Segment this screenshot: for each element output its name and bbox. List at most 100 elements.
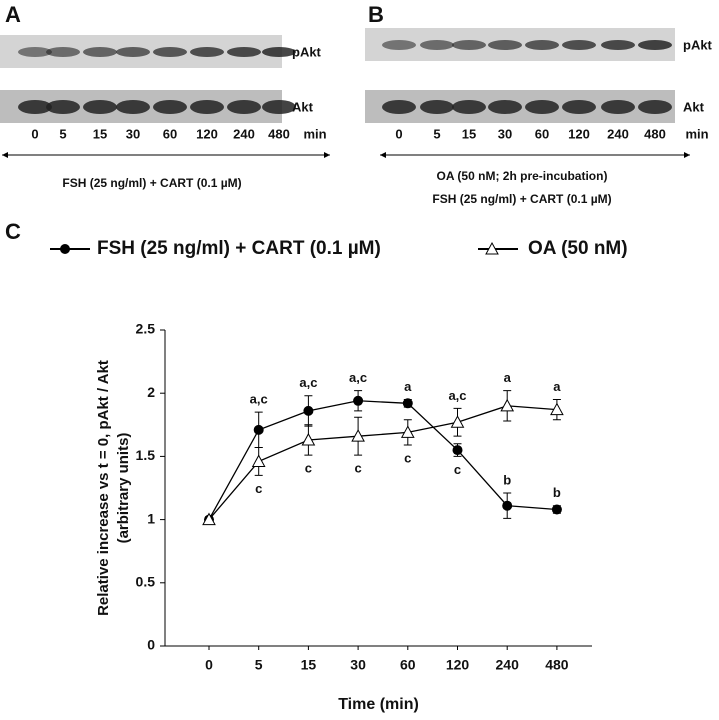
y-tick-label: 0 xyxy=(147,637,155,653)
panel-caption: FSH (25 ng/ml) + CART (0.1 µM) xyxy=(62,176,241,190)
blot-band xyxy=(46,100,80,114)
significance-label: a xyxy=(553,379,561,394)
marker xyxy=(202,512,216,526)
time-label: 60 xyxy=(535,126,549,141)
blot-band xyxy=(190,47,224,57)
panel-caption: FSH (25 ng/ml) + CART (0.1 µM) xyxy=(432,192,611,206)
y-tick-label: 0.5 xyxy=(136,574,156,590)
x-axis-title: Time (min) xyxy=(338,696,419,713)
marker xyxy=(253,424,264,435)
time-label: 5 xyxy=(433,126,440,141)
time-label: 30 xyxy=(126,126,140,141)
blot-band xyxy=(227,47,261,57)
time-label: 240 xyxy=(607,126,629,141)
marker xyxy=(303,405,314,416)
time-label: 480 xyxy=(644,126,666,141)
time-label: 120 xyxy=(568,126,590,141)
significance-label: a,c xyxy=(299,375,317,390)
time-label: 15 xyxy=(462,126,476,141)
legend-label: OA (50 nM) xyxy=(528,238,628,259)
time-label: 480 xyxy=(268,126,290,141)
panel-caption: OA (50 nM; 2h pre-incubation) xyxy=(437,169,608,183)
blot-band xyxy=(562,100,596,114)
time-unit: min xyxy=(685,126,708,141)
blot-band xyxy=(46,47,80,57)
legend-marker xyxy=(485,241,499,255)
y-tick-label: 1 xyxy=(147,510,155,526)
blot-band xyxy=(190,100,224,114)
blot-band xyxy=(262,100,296,114)
panel-letter: A xyxy=(5,2,21,27)
significance-label: a xyxy=(504,370,512,385)
marker xyxy=(551,504,562,515)
significance-label: a,c xyxy=(448,388,466,403)
blot-band xyxy=(420,40,454,50)
blot-band xyxy=(83,47,117,57)
y-tick-label: 2.5 xyxy=(136,321,156,337)
blot-band xyxy=(452,100,486,114)
time-label: 240 xyxy=(233,126,255,141)
series-line xyxy=(208,400,557,520)
significance-label: b xyxy=(553,485,561,500)
significance-label: b xyxy=(503,472,511,487)
blot-band xyxy=(83,100,117,114)
blot-band xyxy=(18,100,52,114)
marker xyxy=(500,398,515,412)
blot-band xyxy=(638,40,672,50)
blot-band xyxy=(488,100,522,114)
time-label: 0 xyxy=(395,126,402,141)
marker xyxy=(353,395,364,406)
x-tick-label: 30 xyxy=(350,657,366,673)
marker xyxy=(450,415,465,428)
blot-band xyxy=(262,47,296,57)
x-tick-label: 480 xyxy=(545,657,569,673)
significance-label: c xyxy=(354,461,361,476)
time-label: 0 xyxy=(31,126,38,141)
x-tick-label: 5 xyxy=(255,657,263,673)
legend-marker xyxy=(60,244,70,254)
blot-band xyxy=(420,100,454,114)
blot-band xyxy=(18,47,52,57)
legend-label: FSH (25 ng/ml) + CART (0.1 µM) xyxy=(97,238,381,259)
y-axis-title: Relative increase vs t = 0, pAkt / Akt xyxy=(95,360,112,616)
blot-band xyxy=(638,100,672,114)
blot-band xyxy=(525,100,559,114)
marker xyxy=(351,429,365,442)
significance-label: c xyxy=(454,462,461,477)
x-tick-label: 0 xyxy=(205,657,213,673)
significance-label: a,c xyxy=(250,392,268,407)
significance-label: a xyxy=(404,379,412,394)
blot-band xyxy=(488,40,522,50)
panel-letter: B xyxy=(368,2,384,27)
blot-label: pAkt xyxy=(292,44,322,59)
blot-band xyxy=(452,40,486,50)
marker xyxy=(301,432,316,446)
series: c c c c a,c a a xyxy=(202,370,564,526)
x-tick-label: 240 xyxy=(496,657,520,673)
blot-band xyxy=(601,40,635,50)
time-unit: min xyxy=(303,126,326,141)
marker xyxy=(502,500,513,511)
blot-band xyxy=(525,40,559,50)
legend-item: FSH (25 ng/ml) + CART (0.1 µM) xyxy=(50,238,381,259)
blot-band xyxy=(601,100,635,114)
time-label: 30 xyxy=(498,126,512,141)
blot-label: Akt xyxy=(683,99,705,114)
blot-label: pAkt xyxy=(683,37,713,52)
time-label: 15 xyxy=(93,126,107,141)
series: a,c a,c a,c a c b b xyxy=(204,370,562,525)
time-label: 60 xyxy=(163,126,177,141)
y-tick-label: 2 xyxy=(147,384,155,400)
time-label: 120 xyxy=(196,126,218,141)
blot-band xyxy=(153,47,187,57)
legend-item: OA (50 nM) xyxy=(478,238,628,259)
blot-band xyxy=(382,40,416,50)
significance-label: c xyxy=(404,450,411,465)
blot-band xyxy=(227,100,261,114)
panel-letter: C xyxy=(5,219,21,244)
series-line xyxy=(208,405,557,521)
significance-label: c xyxy=(305,461,312,476)
significance-label: a,c xyxy=(349,370,367,385)
